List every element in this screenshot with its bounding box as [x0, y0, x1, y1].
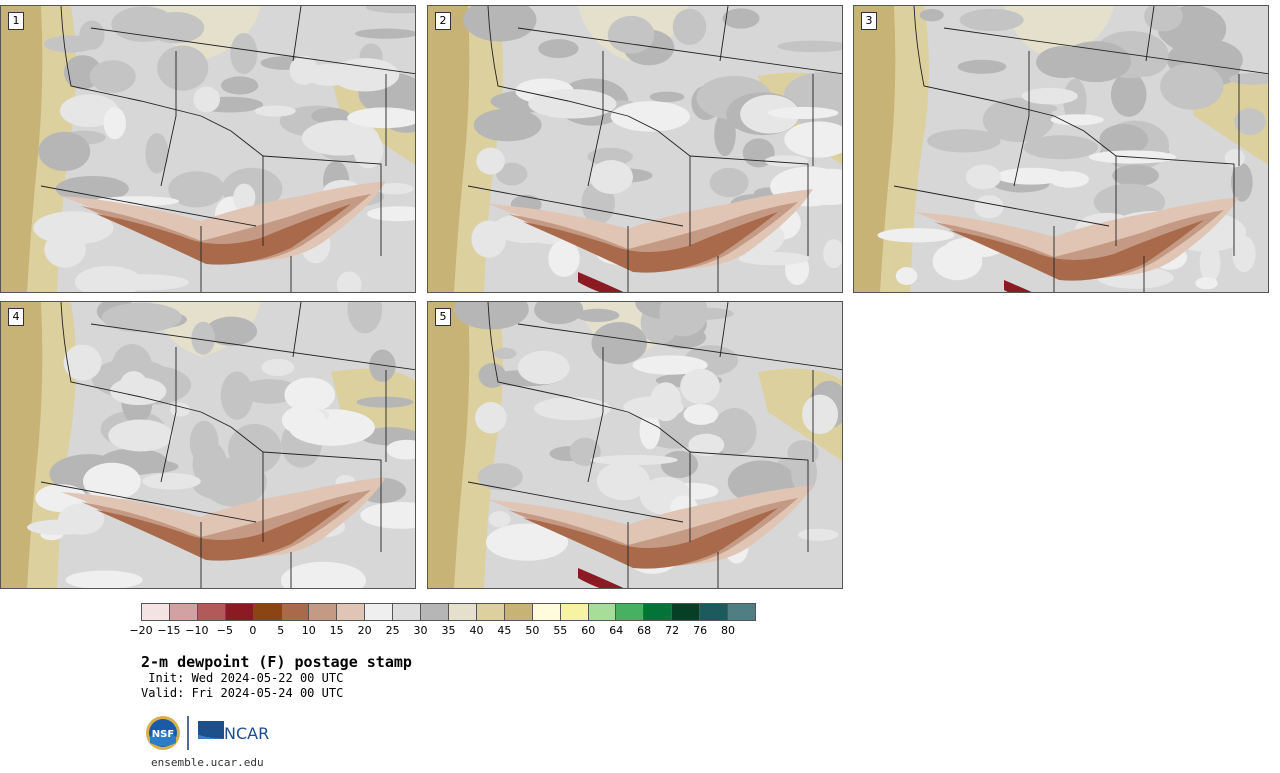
colorbar-tick-label: 60	[581, 624, 596, 637]
stamp-member-label: 3	[861, 12, 877, 30]
colorbar-swatch	[560, 604, 589, 620]
colorbar-swatch	[225, 604, 254, 620]
init-time: Init: Wed 2024-05-22 00 UTC	[141, 671, 344, 685]
stamp-member-label: 5	[435, 308, 451, 326]
colorbar-swatch	[700, 604, 729, 620]
ncar-logo-icon: NCAR	[198, 721, 269, 743]
colorbar-swatch	[448, 604, 477, 620]
nsf-logo-icon: NSF	[146, 716, 180, 750]
colorbar-swatch	[365, 604, 394, 620]
colorbar-tick-label: 40	[469, 624, 484, 637]
valid-time: Valid: Fri 2024-05-24 00 UTC	[141, 686, 344, 700]
colorbar-tick-label: −20	[129, 624, 153, 637]
colorbar-tick-label: −15	[157, 624, 181, 637]
colorbar-swatch	[169, 604, 198, 620]
colorbar-tick-label: 15	[329, 624, 344, 637]
site-url: ensemble.ucar.edu	[151, 756, 264, 769]
colorbar-swatch	[672, 604, 701, 620]
colorbar-tick-label: 35	[441, 624, 456, 637]
postage-stamp-map-4: 4	[0, 301, 416, 589]
colorbar-swatch	[588, 604, 617, 620]
colorbar-swatch	[532, 604, 561, 620]
colorbar-tick-label: 72	[665, 624, 680, 637]
colorbar-tick-label: 50	[525, 624, 540, 637]
colorbar-tick-label: 76	[693, 624, 708, 637]
colorbar-tick-label: 25	[385, 624, 400, 637]
postage-stamp-map-3: 3	[853, 5, 1269, 293]
colorbar-tick-label: −5	[216, 624, 233, 637]
colorbar-tick-label: 5	[277, 624, 285, 637]
colorbar-tick-label: 68	[637, 624, 652, 637]
colorbar-tick-label: 64	[609, 624, 624, 637]
stamp-member-label: 1	[8, 12, 24, 30]
colorbar-swatch	[253, 604, 282, 620]
colorbar-tick-label: 80	[721, 624, 736, 637]
colorbar-tick-labels: −20 −15 −10 −5 0 5 10 15 20 25 30 35 40 45 50 55 60 64 68 7…	[129, 624, 756, 640]
colorbar-swatch	[281, 604, 310, 620]
colorbar-swatch	[337, 604, 366, 620]
stamp-member-label: 2	[435, 12, 451, 30]
colorbar-swatch	[504, 604, 533, 620]
logos: NSF NCAR	[146, 713, 276, 753]
colorbar-tick-label: 0	[249, 624, 257, 637]
stamp-member-label: 4	[8, 308, 24, 326]
svg-text:NCAR: NCAR	[224, 724, 269, 743]
postage-stamp-map-1: 1	[0, 5, 416, 293]
colorbar-tick-label: 45	[497, 624, 512, 637]
colorbar-swatch	[616, 604, 645, 620]
colorbar-tick-label: −10	[185, 624, 209, 637]
postage-stamp-map-2: 2	[427, 5, 843, 293]
colorbar-swatch	[728, 604, 755, 620]
colorbar-swatch	[393, 604, 422, 620]
colorbar-swatch	[644, 604, 673, 620]
colorbar-tick-label: 55	[553, 624, 568, 637]
postage-stamp-map-5: 5	[427, 301, 843, 589]
colorbar-swatch	[476, 604, 505, 620]
colorbar	[141, 603, 756, 621]
chart-title: 2-m dewpoint (F) postage stamp	[141, 653, 412, 671]
colorbar-swatch	[197, 604, 226, 620]
svg-text:NSF: NSF	[152, 729, 174, 740]
colorbar-tick-label: 20	[357, 624, 372, 637]
colorbar-swatch	[421, 604, 449, 620]
colorbar-tick-label: 10	[301, 624, 316, 637]
colorbar-swatch	[309, 604, 338, 620]
colorbar-tick-label: 30	[413, 624, 428, 637]
colorbar-swatch	[142, 604, 170, 620]
